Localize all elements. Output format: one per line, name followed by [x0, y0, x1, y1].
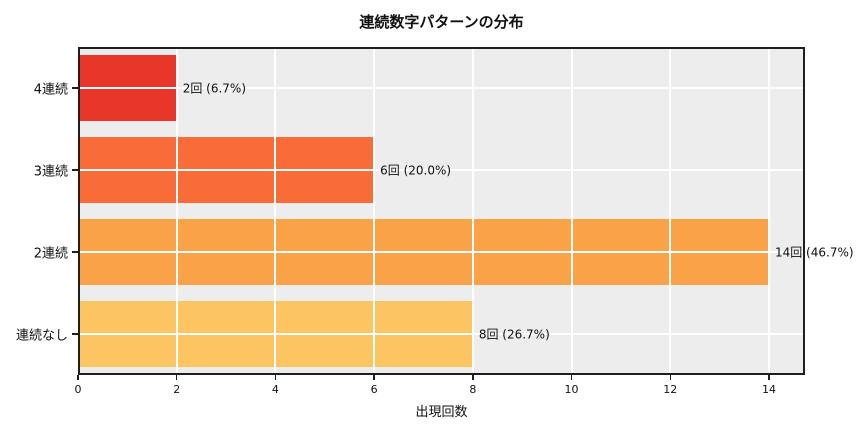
- x-tick-label: 6: [370, 383, 378, 396]
- x-tick-mark: [472, 375, 474, 380]
- y-gridline: [78, 87, 805, 89]
- x-tick-mark: [274, 375, 277, 380]
- x-tick-mark: [176, 375, 178, 380]
- x-gridline: [274, 47, 277, 375]
- x-gridline: [669, 47, 672, 375]
- bar-value-label: 8回 (26.7%): [478, 327, 550, 342]
- x-tick-mark: [77, 375, 79, 380]
- y-tick-label: 2連続: [33, 246, 68, 262]
- x-tick-mark: [570, 375, 573, 380]
- y-gridline: [78, 251, 805, 253]
- x-tick-label: 2: [173, 383, 181, 396]
- chart-title: 連続数字パターンの分布: [359, 13, 524, 31]
- x-tick-label: 10: [564, 383, 579, 396]
- x-tick-label: 4: [271, 383, 279, 396]
- bar-value-label: 2回 (6.7%): [182, 81, 247, 96]
- x-tick-mark: [373, 375, 375, 380]
- x-gridline: [373, 47, 376, 375]
- y-tick-label: 3連続: [33, 164, 68, 180]
- x-gridline: [570, 47, 573, 375]
- x-tick-label: 8: [469, 383, 477, 396]
- y-gridline: [78, 169, 805, 171]
- bar-value-label: 6回 (20.0%): [380, 163, 452, 178]
- y-tick-mark: [72, 87, 78, 89]
- x-tick-label: 12: [663, 383, 678, 396]
- y-tick-mark: [72, 251, 78, 253]
- bar-value-label: 14回 (46.7%): [774, 245, 854, 260]
- x-axis-label: 出現回数: [415, 405, 468, 420]
- x-tick-mark: [768, 375, 770, 380]
- y-tick-label: 連続なし: [15, 328, 68, 344]
- y-tick-mark: [72, 169, 78, 171]
- x-tick-label: 14: [761, 383, 776, 396]
- x-tick-mark: [669, 375, 671, 380]
- x-gridline: [471, 47, 474, 375]
- y-tick-label: 4連続: [33, 82, 68, 98]
- plot-area: 2回 (6.7%) 6回 (20.0%) 14回 (46.7%) 8回 (26.7%): [78, 47, 854, 375]
- x-gridline: [175, 47, 178, 375]
- x-tick-label: 0: [74, 383, 82, 396]
- y-gridline: [78, 333, 805, 335]
- y-tick-mark: [72, 333, 78, 335]
- x-gridline: [767, 47, 770, 375]
